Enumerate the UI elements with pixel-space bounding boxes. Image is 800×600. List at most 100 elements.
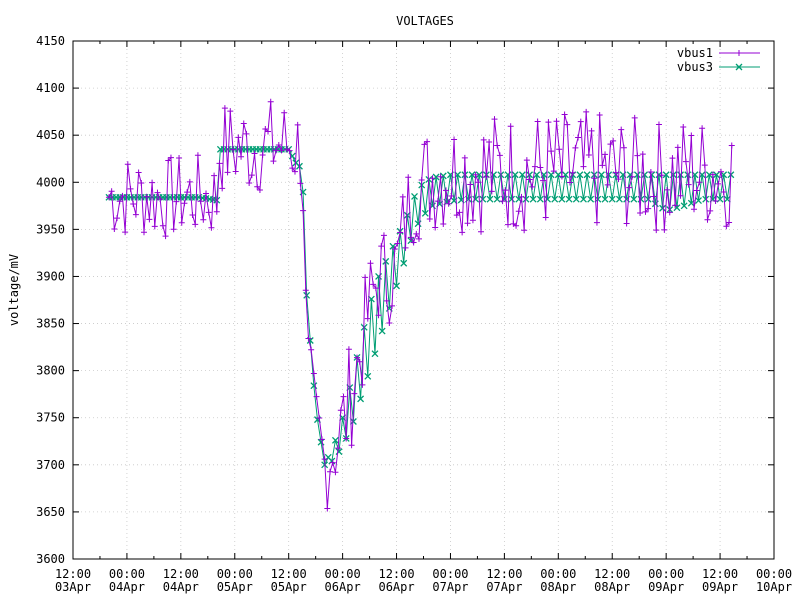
point-vbus1 xyxy=(343,435,350,442)
x-tick-label-date: 10Apr xyxy=(756,580,792,594)
point-vbus1 xyxy=(483,173,490,180)
point-vbus3 xyxy=(468,171,476,179)
point-vbus1 xyxy=(626,184,633,191)
point-vbus1 xyxy=(391,246,398,253)
point-vbus1 xyxy=(677,192,684,199)
point-vbus1 xyxy=(580,163,587,170)
point-vbus1 xyxy=(359,381,366,388)
legend-label-vbus1: vbus1 xyxy=(677,46,713,60)
point-vbus1 xyxy=(149,179,156,186)
point-vbus1 xyxy=(661,226,668,233)
point-vbus3 xyxy=(551,195,559,203)
point-vbus3 xyxy=(583,171,591,179)
point-vbus1 xyxy=(151,223,158,230)
point-vbus1 xyxy=(669,155,676,162)
point-vbus1 xyxy=(157,196,164,203)
point-vbus1 xyxy=(426,216,433,223)
point-vbus1 xyxy=(111,225,118,232)
point-vbus1 xyxy=(475,179,482,186)
point-vbus1 xyxy=(434,198,441,205)
point-vbus1 xyxy=(518,193,525,200)
point-vbus1 xyxy=(289,165,296,172)
point-vbus1 xyxy=(569,169,576,176)
point-vbus1 xyxy=(658,172,665,179)
x-tick-label-time: 00:00 xyxy=(648,567,684,581)
point-vbus3 xyxy=(659,204,667,212)
point-vbus3 xyxy=(367,295,375,303)
point-vbus3 xyxy=(331,436,339,444)
x-tick-label-date: 05Apr xyxy=(271,580,307,594)
point-vbus1 xyxy=(256,187,263,194)
chart-title: VOLTAGES xyxy=(396,14,454,28)
point-vbus1 xyxy=(154,189,161,196)
point-vbus1 xyxy=(618,126,625,133)
point-vbus3 xyxy=(608,195,616,203)
point-vbus3 xyxy=(630,195,638,203)
point-vbus1 xyxy=(305,335,312,342)
point-vbus1 xyxy=(647,169,654,176)
legend-label-vbus3: vbus3 xyxy=(677,60,713,74)
point-vbus1 xyxy=(235,134,242,141)
point-vbus1 xyxy=(286,147,293,154)
point-vbus3 xyxy=(705,171,713,179)
point-vbus3 xyxy=(479,195,487,203)
point-vbus3 xyxy=(490,171,498,179)
y-tick-label: 4100 xyxy=(36,81,65,95)
point-vbus1 xyxy=(610,137,617,144)
point-vbus1 xyxy=(364,315,371,322)
point-vbus1 xyxy=(197,198,204,205)
point-vbus1 xyxy=(140,229,147,236)
y-tick-label: 3900 xyxy=(36,269,65,283)
point-vbus1 xyxy=(688,132,695,139)
point-vbus1 xyxy=(389,302,396,309)
point-vbus1 xyxy=(442,187,449,194)
point-vbus1 xyxy=(593,219,600,226)
point-vbus1 xyxy=(534,118,541,125)
point-vbus1 xyxy=(407,234,414,241)
point-vbus1 xyxy=(281,109,288,116)
point-vbus1 xyxy=(251,150,258,157)
point-vbus3 xyxy=(587,195,595,203)
point-vbus1 xyxy=(308,346,315,353)
point-vbus1 xyxy=(642,208,649,215)
point-vbus1 xyxy=(205,209,212,216)
point-vbus1 xyxy=(416,235,423,242)
point-vbus1 xyxy=(399,193,406,200)
point-vbus1 xyxy=(203,190,210,197)
point-vbus1 xyxy=(221,105,228,112)
point-vbus1 xyxy=(224,169,231,176)
point-vbus1 xyxy=(383,297,390,304)
point-vbus1 xyxy=(127,185,134,192)
point-vbus1 xyxy=(577,118,584,125)
point-vbus1 xyxy=(302,287,309,294)
point-vbus3 xyxy=(565,195,573,203)
point-vbus1 xyxy=(728,142,735,149)
point-vbus1 xyxy=(421,141,428,148)
x-tick-label-date: 07Apr xyxy=(432,580,468,594)
point-vbus1 xyxy=(529,183,536,190)
point-vbus1 xyxy=(712,198,719,205)
point-vbus1 xyxy=(243,130,250,137)
point-vbus1 xyxy=(496,152,503,159)
point-vbus1 xyxy=(472,171,479,178)
x-tick-label-date: 06Apr xyxy=(378,580,414,594)
point-vbus1 xyxy=(173,198,180,205)
x-tick-label-time: 00:00 xyxy=(540,567,576,581)
legend-marker-vbus1 xyxy=(736,50,742,56)
point-vbus3 xyxy=(572,195,580,203)
point-vbus1 xyxy=(429,175,436,182)
point-vbus3 xyxy=(421,209,429,217)
point-vbus1 xyxy=(294,121,301,128)
point-vbus1 xyxy=(329,459,336,466)
point-vbus1 xyxy=(620,144,627,151)
point-vbus1 xyxy=(262,125,269,132)
point-vbus1 xyxy=(564,121,571,128)
point-vbus1 xyxy=(119,192,126,199)
point-vbus3 xyxy=(641,171,649,179)
point-vbus1 xyxy=(691,206,698,213)
x-tick-label-time: 00:00 xyxy=(109,567,145,581)
point-vbus1 xyxy=(572,144,579,151)
point-vbus1 xyxy=(353,354,360,361)
point-vbus1 xyxy=(332,469,339,476)
point-vbus1 xyxy=(138,180,145,187)
